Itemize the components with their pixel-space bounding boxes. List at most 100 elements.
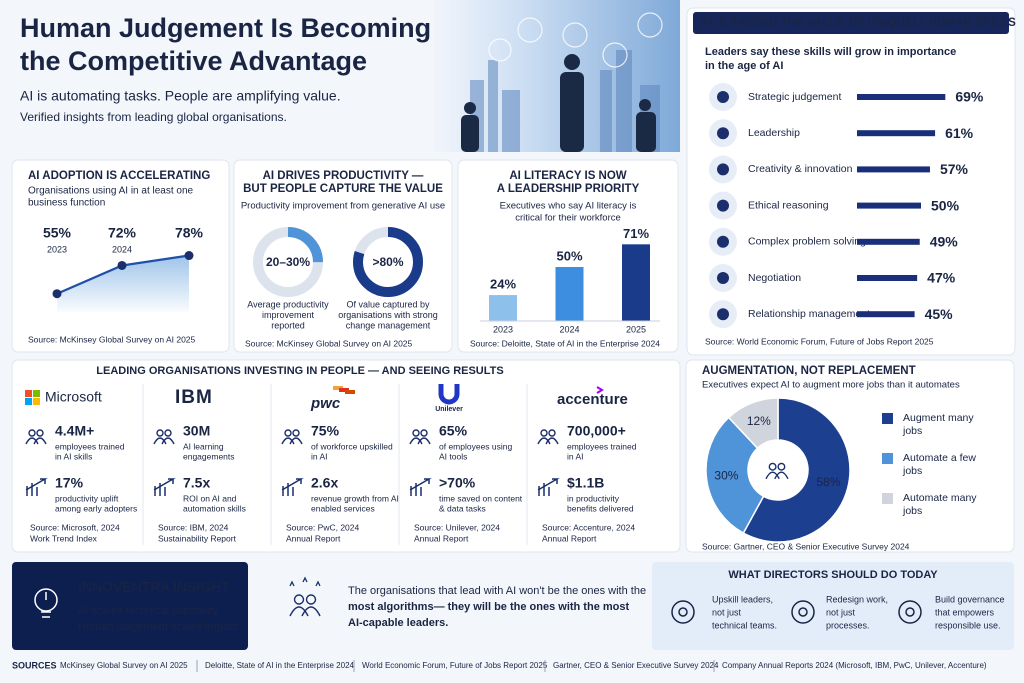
pie-label: 30% [714, 469, 738, 483]
source-item: World Economic Forum, Future of Jobs Rep… [362, 661, 548, 670]
people-icon [289, 594, 321, 617]
icon-part [765, 471, 789, 480]
skill-name: Creativity & innovation [748, 163, 853, 175]
legend-label: jobs [902, 465, 922, 477]
legend-label: jobs [902, 425, 922, 437]
stat: >70% [439, 475, 476, 491]
action-icon [791, 600, 815, 624]
legend-swatch [882, 493, 893, 504]
stat-desc: engagements [183, 451, 235, 461]
adoption-point [184, 251, 194, 261]
adoption-year: 2024 [112, 244, 132, 254]
skill-icon-glyph [717, 127, 729, 140]
icon-part [289, 606, 321, 617]
icon-part [548, 429, 556, 437]
skill-bar [857, 130, 936, 137]
card-title: AI ADOPTION IS ACCELERATING [28, 170, 210, 182]
donut-desc: change management [346, 320, 431, 330]
donut-desc: reported [271, 320, 305, 330]
people-icon [765, 462, 789, 480]
source: Source: McKinsey Global Survey on AI 202… [28, 334, 196, 344]
stat-desc: productivity uplift [55, 493, 119, 503]
logo-chevron [596, 386, 604, 394]
card-subtitle: Organisations using AI in at least one [28, 186, 194, 197]
stat: 75% [311, 423, 340, 439]
literacy-year: 2024 [559, 324, 579, 334]
source-item: Company Annual Reports 2024 (Microsoft, … [722, 661, 987, 670]
action-text: processes. [826, 620, 870, 630]
stat-desc: in AI [311, 451, 328, 461]
stat: 4.4M+ [55, 423, 94, 439]
skill-bar [857, 238, 920, 245]
action-icon [671, 600, 695, 624]
skill-value: 50% [931, 197, 960, 213]
title: the Competitive Advantage [20, 46, 367, 76]
pie-segment [705, 416, 765, 535]
icon-part [292, 429, 300, 437]
insight-line: AI scales technical capability. [78, 605, 220, 617]
action-text: that empowers [935, 607, 995, 617]
logo-bar [339, 388, 349, 392]
card-subtitle: business function [28, 198, 105, 209]
tech-icons [488, 12, 663, 68]
skill-name: Negotiation [748, 272, 801, 284]
source: Annual Report [286, 533, 341, 543]
icon-part [768, 462, 777, 471]
trend-icon [25, 478, 48, 496]
people-icon [537, 429, 559, 445]
donut-desc: Of value captured by [346, 299, 430, 309]
stat: 65% [439, 423, 468, 439]
icon-part [540, 429, 548, 437]
trend-icon [409, 478, 432, 496]
icon-part [305, 594, 317, 605]
directors-box [652, 562, 1014, 650]
logo: Microsoft [45, 389, 102, 405]
icon-part [420, 429, 428, 437]
skill-name: Ethical reasoning [748, 199, 829, 211]
action-text: responsible use. [935, 620, 1001, 630]
pie-label: 58% [816, 475, 840, 489]
logo-u [438, 384, 460, 405]
action-text: Upskill leaders, [712, 594, 773, 604]
donut-desc: organisations with strong [338, 310, 438, 320]
skill-name: Relationship management [748, 308, 870, 320]
icon-part [36, 429, 44, 437]
stat-desc: revenue growth from AI [311, 493, 399, 503]
adoption-point [117, 260, 127, 270]
logo: Unilever [435, 406, 463, 413]
people-icon [409, 429, 431, 445]
icon-part [777, 462, 786, 471]
stat-desc: ROI on AI and [183, 493, 237, 503]
skill-bar [857, 202, 921, 209]
card-title: AI DRIVES PRODUCTIVITY — [263, 170, 424, 182]
skill-icon-glyph [717, 235, 729, 248]
skill-bar [857, 166, 930, 173]
literacy-bar [555, 267, 584, 321]
stars-icon [289, 576, 321, 587]
skill-bar [857, 311, 915, 318]
insight-line: Human judgement scales impact. [78, 621, 241, 633]
adoption-value: 55% [43, 225, 72, 241]
donut-desc: Average productivity [247, 299, 329, 309]
skill-bar [857, 275, 918, 281]
adoption-value: 72% [108, 225, 137, 241]
logo-bar [345, 390, 355, 394]
people-silhouette [461, 54, 656, 152]
people-icon [25, 429, 47, 445]
stat: $1.1B [567, 475, 604, 491]
donut-desc: improvement [262, 310, 315, 320]
skill-name: Complex problem solving [748, 236, 866, 248]
title: Human Judgement Is Becoming [20, 13, 431, 43]
icon-part [164, 429, 172, 437]
stat-desc: & data tasks [439, 503, 486, 513]
quote-line: AI-capable leaders. [348, 617, 448, 629]
source-item: McKinsey Global Survey on AI 2025 [60, 661, 188, 670]
skills-subtitle: in the age of AI [705, 60, 783, 72]
stat-desc: automation skills [183, 503, 246, 513]
literacy-value: 50% [556, 248, 582, 263]
skill-value: 69% [955, 89, 984, 105]
source: Work Trend Index [30, 533, 98, 543]
trend-icon [153, 478, 176, 496]
skill-name: Strategic judgement [748, 91, 841, 103]
card-title: A LEADERSHIP PRIORITY [497, 183, 640, 195]
